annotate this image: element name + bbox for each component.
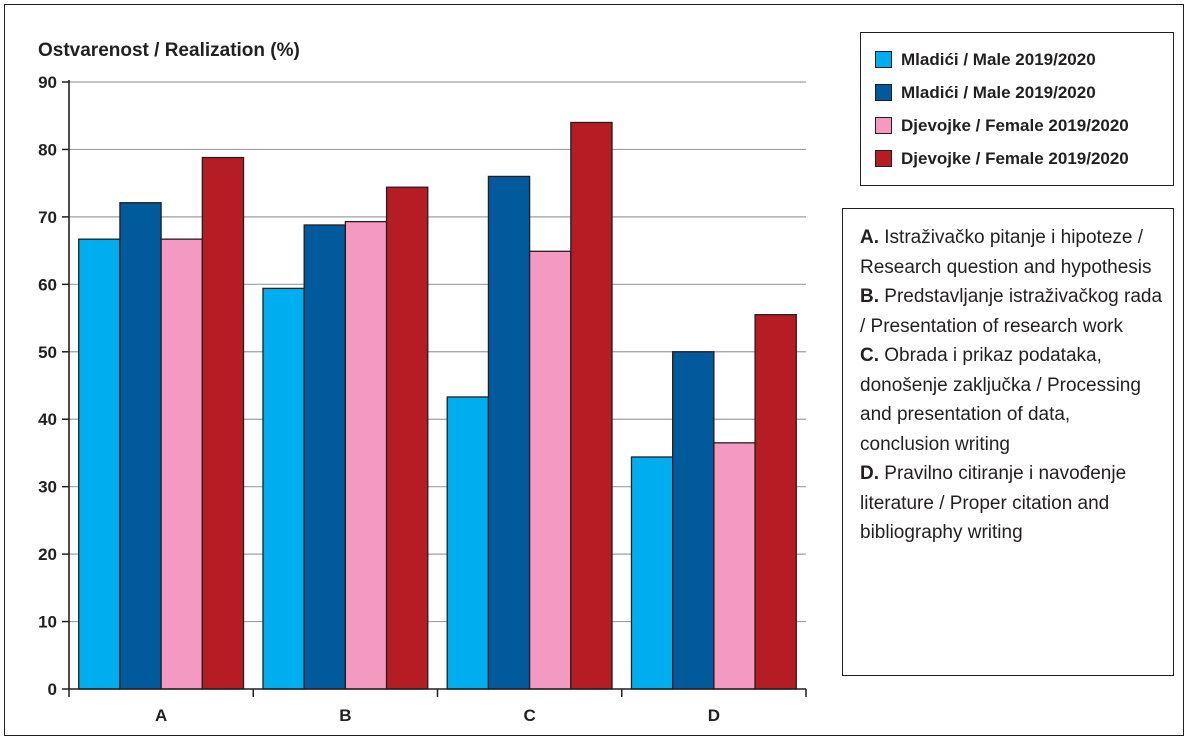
x-tick-label: B	[339, 706, 351, 725]
y-tick-label: 30	[38, 478, 57, 497]
legend-swatch	[875, 150, 892, 167]
note-letter: D.	[860, 463, 879, 484]
note-letter: C.	[860, 345, 879, 366]
bar	[78, 238, 121, 690]
legend-swatch	[875, 117, 892, 134]
legend-swatch	[875, 84, 892, 101]
note-a: A. Istraživačko pitanje i hipoteze / Res…	[860, 223, 1163, 282]
note-text: Istraživačko pitanje i hipoteze / Resear…	[860, 227, 1152, 278]
y-tick-label: 20	[38, 545, 57, 564]
bar	[570, 121, 613, 690]
y-tick-label: 0	[48, 680, 57, 699]
legend: Mladići / Male 2019/2020 Mladići / Male …	[860, 32, 1174, 186]
bar	[672, 351, 715, 690]
bar	[487, 175, 531, 690]
y-tick-label: 80	[38, 140, 57, 159]
bar	[630, 456, 674, 690]
legend-item: Djevojke / Female 2019/2020	[875, 142, 1173, 175]
category-notes: A. Istraživačko pitanje i hipoteze / Res…	[842, 208, 1174, 676]
legend-item: Mladići / Male 2019/2020	[875, 43, 1173, 76]
y-tick-label: 10	[38, 613, 57, 632]
note-text: Pravilno citiranje i navođenje literatur…	[860, 463, 1127, 543]
note-text: Obrada i prikaz podataka, donošenje zakl…	[860, 345, 1141, 455]
y-tick-label: 60	[38, 275, 57, 294]
legend-item: Djevojke / Female 2019/2020	[875, 109, 1173, 142]
figure-frame	[4, 4, 1184, 736]
note-letter: A.	[860, 227, 879, 248]
legend-label: Mladići / Male 2019/2020	[901, 49, 1096, 69]
note-text: Predstavljanje istraživačkog rada / Pres…	[860, 286, 1163, 337]
y-tick-label: 70	[38, 208, 57, 227]
x-tick-label: C	[523, 706, 535, 725]
legend-swatch	[875, 51, 892, 68]
y-tick-label: 40	[38, 410, 57, 429]
bar	[201, 156, 245, 690]
bar	[119, 202, 162, 690]
bar	[385, 186, 429, 690]
bar	[303, 224, 347, 690]
legend-item: Mladići / Male 2019/2020	[875, 76, 1173, 109]
bar	[446, 396, 490, 690]
legend-label: Djevojke / Female 2019/2020	[901, 115, 1129, 135]
legend-label: Mladići / Male 2019/2020	[901, 82, 1096, 102]
bar	[344, 220, 388, 690]
legend-label: Djevojke / Female 2019/2020	[901, 148, 1129, 168]
bar	[262, 287, 305, 690]
bar	[754, 314, 797, 690]
x-tick-label: D	[708, 706, 720, 725]
note-d: D. Pravilno citiranje i navođenje litera…	[860, 459, 1163, 548]
x-tick-label: A	[155, 706, 167, 725]
y-axis-title: Ostvarenost / Realization (%)	[38, 40, 300, 61]
note-b: B. Predstavljanje istraživačkog rada / P…	[860, 282, 1163, 341]
note-letter: B.	[860, 286, 879, 307]
note-c: C. Obrada i prikaz podataka, donošenje z…	[860, 341, 1163, 459]
y-tick-label: 90	[38, 73, 57, 92]
bar	[713, 442, 756, 690]
bar	[160, 238, 203, 690]
y-tick-label: 50	[38, 343, 57, 362]
bar	[528, 250, 572, 690]
